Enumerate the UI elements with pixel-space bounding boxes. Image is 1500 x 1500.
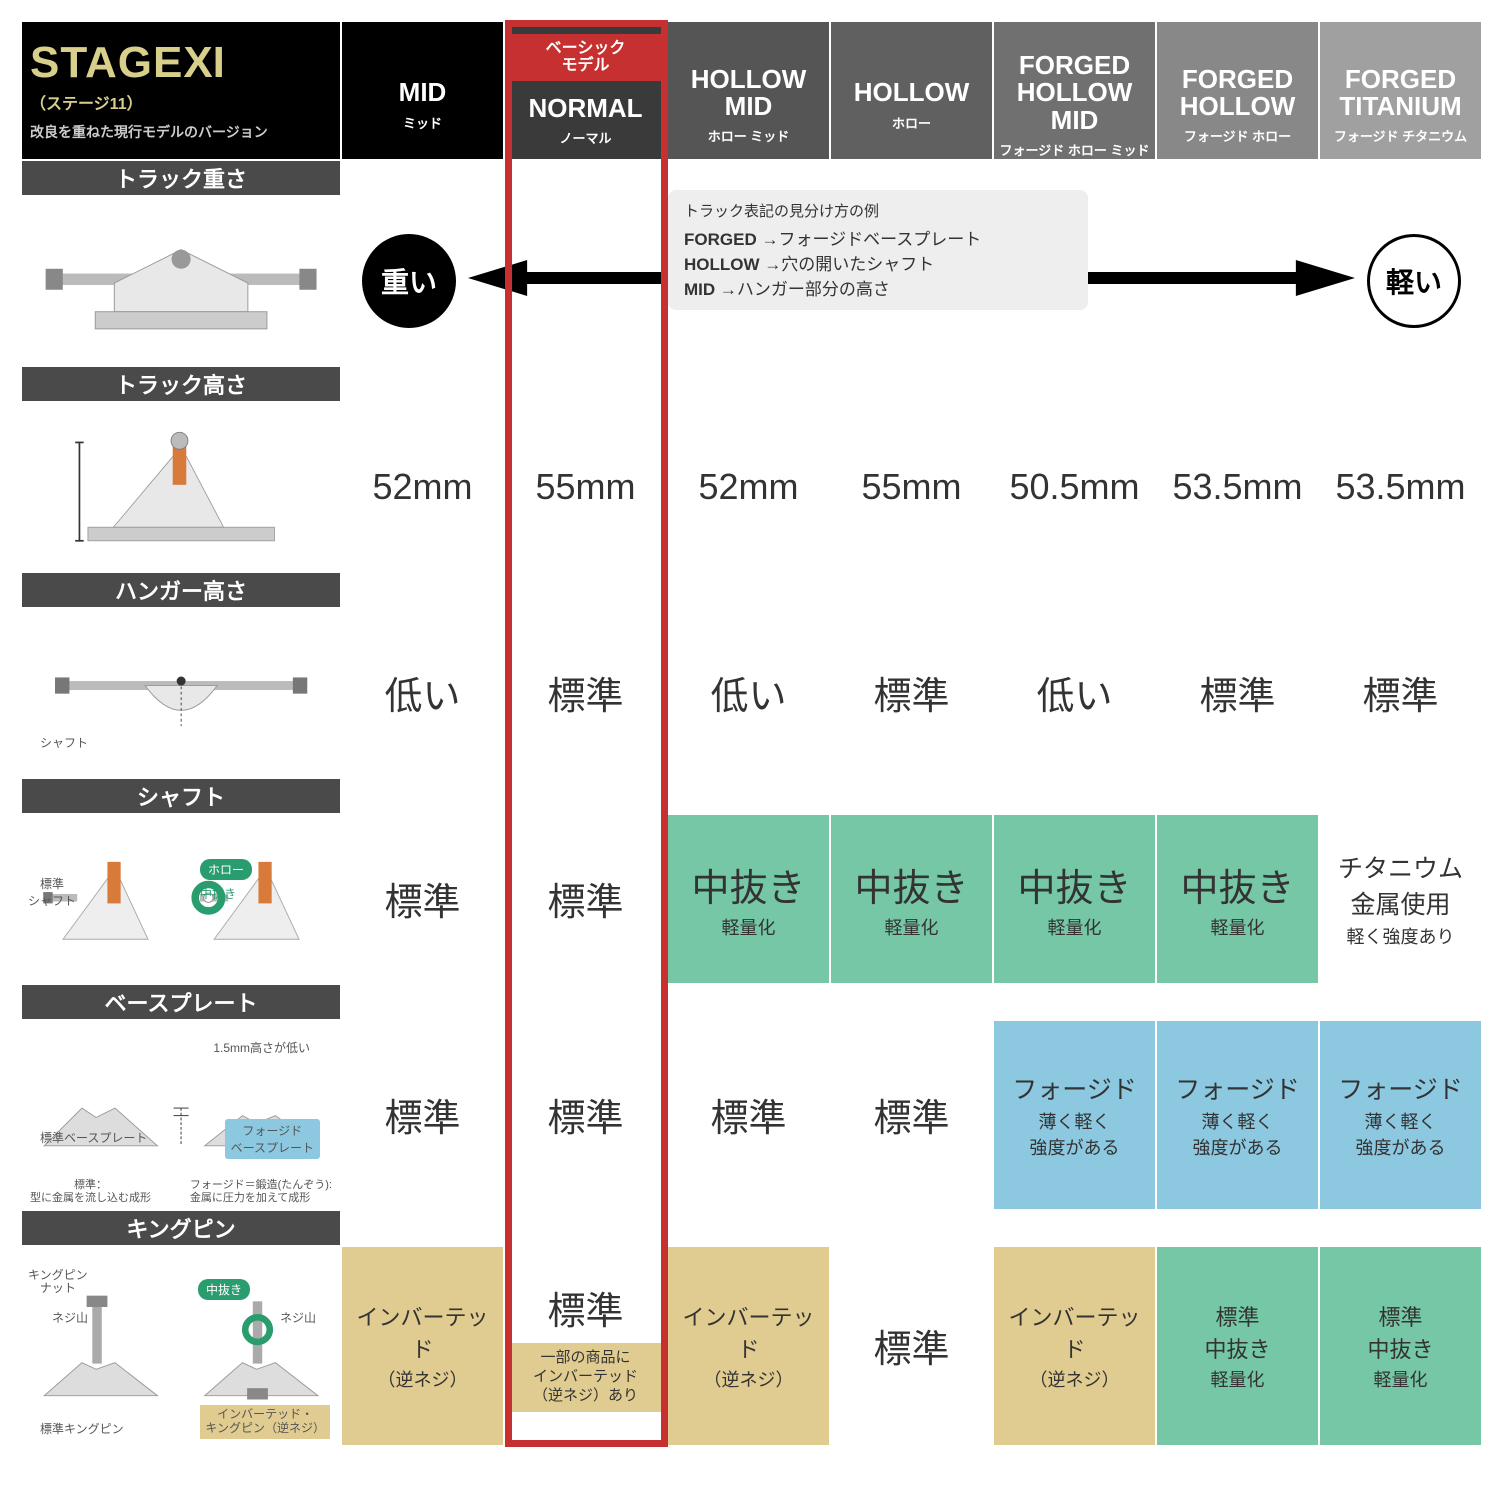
king-img: キングピンナット ネジ山 中抜き ネジ山 標準キングピン インバーテッド・キング… — [21, 1246, 341, 1446]
col-header-2: HOLLOW MID ホロー ミッド — [667, 21, 830, 160]
base-0: 標準 — [341, 1020, 504, 1210]
weight-img — [21, 196, 341, 366]
col-header-5: FORGED HOLLOW フォージド ホロー — [1156, 21, 1319, 160]
comparison-table: STAGEXI （ステージ11） 改良を重ねた現行モデルのバージョン MID ミッ… — [20, 20, 1483, 1447]
logo-stage: STAGE — [30, 38, 183, 87]
col-en: HOLLOW MID — [668, 66, 829, 121]
notation-tooltip: トラック表記の見分け方の例 FORGED →フォージドベースプレート HOLLO… — [668, 190, 1088, 310]
height-5: 53.5mm — [1156, 402, 1319, 572]
weight-label: トラック重さ — [21, 160, 341, 196]
hanger-icon — [46, 636, 316, 744]
hanger-0: 低い — [341, 608, 504, 778]
base-3: 標準 — [830, 1020, 993, 1210]
logo-desc: 改良を重ねた現行モデルのバージョン — [30, 122, 332, 142]
height-6: 53.5mm — [1319, 402, 1482, 572]
col-jp: ノーマル — [505, 128, 666, 147]
hanger-1: 標準 — [504, 608, 667, 778]
height-label: トラック高さ — [21, 366, 341, 402]
truck-top-icon — [38, 202, 324, 355]
col-header-3: HOLLOW ホロー — [830, 21, 993, 160]
base-1: 標準 — [504, 1020, 667, 1210]
base-2: 標準 — [667, 1020, 830, 1210]
shaft-label: シャフト — [21, 778, 341, 814]
shaft-6: チタニウム金属使用軽く強度あり — [1319, 814, 1482, 984]
king-2: インバーテッド（逆ネジ） — [667, 1246, 830, 1446]
col-jp: フォージド ホロー — [1157, 126, 1318, 145]
king-5: 標準中抜き軽量化 — [1156, 1246, 1319, 1446]
col-jp: ホロー ミッド — [668, 126, 829, 145]
height-3: 55mm — [830, 402, 993, 572]
king-1: 標準一部の商品にインバーテッド（逆ネジ）あり — [504, 1246, 667, 1446]
col-header-4: FORGED HOLLOW MID フォージド ホロー ミッド — [993, 21, 1156, 160]
col-en: NORMAL — [505, 95, 666, 122]
shaft-2: 中抜き軽量化 — [667, 814, 830, 984]
col-jp: ホロー — [831, 113, 992, 132]
col-jp: フォージド ホロー ミッド — [994, 140, 1155, 159]
hanger-img: シャフト — [21, 608, 341, 778]
col-en: FORGED HOLLOW — [1157, 66, 1318, 121]
basic-model-tag: ベーシックモデル — [505, 34, 666, 81]
col-en: FORGED TITANIUM — [1320, 66, 1481, 121]
col-jp: フォージド チタニウム — [1320, 126, 1481, 145]
king-6: 標準中抜き軽量化 — [1319, 1246, 1482, 1446]
height-img — [21, 402, 341, 572]
height-1: 55mm — [504, 402, 667, 572]
col-en: HOLLOW — [831, 79, 992, 106]
baseplate-icon — [30, 1042, 332, 1184]
shaft-5: 中抜き軽量化 — [1156, 814, 1319, 984]
logo-sub: （ステージ11） — [30, 90, 332, 114]
hanger-2: 低い — [667, 608, 830, 778]
col-header-0: MID ミッド — [341, 21, 504, 160]
hanger-6: 標準 — [1319, 608, 1482, 778]
logo-cell: STAGEXI （ステージ11） 改良を重ねた現行モデルのバージョン — [21, 21, 341, 160]
king-extra: 一部の商品にインバーテッド（逆ネジ）あり — [509, 1343, 662, 1411]
base-4: フォージド薄く軽く強度がある — [993, 1020, 1156, 1210]
king-3: 標準 — [830, 1246, 993, 1446]
king-label: キングピン — [21, 1210, 341, 1246]
height-2: 52mm — [667, 402, 830, 572]
base-6: フォージド薄く軽く強度がある — [1319, 1020, 1482, 1210]
king-4: インバーテッド（逆ネジ） — [993, 1246, 1156, 1446]
shaft-1: 標準 — [504, 814, 667, 984]
logo-xi: XI — [183, 38, 225, 87]
base-5: フォージド薄く軽く強度がある — [1156, 1020, 1319, 1210]
king-0: インバーテッド（逆ネジ） — [341, 1246, 504, 1446]
col-jp: ミッド — [342, 113, 503, 132]
shaft-img: 標準シャフト ホロー 中抜き — [21, 814, 341, 984]
weight-scale: 重い トラック表記の見分け方の例 FORGED →フォージドベースプレート HO… — [341, 196, 1482, 366]
col-en: FORGED HOLLOW MID — [994, 52, 1155, 134]
header-row: STAGEXI （ステージ11） 改良を重ねた現行モデルのバージョン MID ミッ… — [21, 21, 1482, 160]
base-label: ベースプレート — [21, 984, 341, 1020]
hanger-label: ハンガー高さ — [21, 572, 341, 608]
hanger-5: 標準 — [1156, 608, 1319, 778]
truck-side-icon — [54, 417, 308, 553]
hanger-3: 標準 — [830, 608, 993, 778]
heavy-circle: 重い — [362, 234, 456, 328]
height-0: 52mm — [341, 402, 504, 572]
light-circle: 軽い — [1367, 234, 1461, 328]
hanger-4: 低い — [993, 608, 1156, 778]
shaft-4: 中抜き軽量化 — [993, 814, 1156, 984]
shaft-3: 中抜き軽量化 — [830, 814, 993, 984]
shaft-0: 標準 — [341, 814, 504, 984]
height-4: 50.5mm — [993, 402, 1156, 572]
base-img: 標準ベースプレート 1.5mm高さが低い フォージドベースプレート 標準：型に金… — [21, 1020, 341, 1210]
col-header-1: ベーシックモデル NORMAL ノーマル — [504, 21, 667, 160]
col-header-6: FORGED TITANIUM フォージド チタニウム — [1319, 21, 1482, 160]
col-en: MID — [342, 79, 503, 106]
